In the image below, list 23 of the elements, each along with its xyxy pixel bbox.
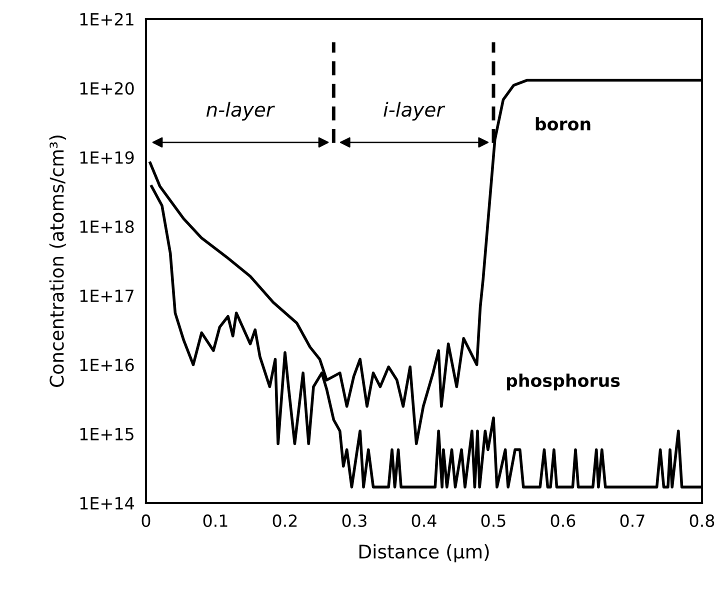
y-tick-label: 1E+21 [80, 12, 134, 26]
series-label: phosphorus [506, 374, 620, 390]
annotation: i-layer [384, 102, 446, 121]
x-tick-label: 0.2 [272, 514, 297, 528]
x-tick-label: 0.1 [203, 514, 228, 528]
text: boron [536, 117, 590, 131]
y-tick-label: 1E+18 [80, 220, 134, 233]
y-tick-label: 1E+16 [80, 358, 134, 372]
annotation: n-layer [206, 102, 275, 121]
y-tick-label: 1E+15 [80, 428, 134, 440]
x-tick-label: 0.3 [342, 514, 366, 528]
x-tick-label: 0 [142, 514, 150, 528]
x-tick-label: 0.7 [620, 514, 644, 528]
y-tick-label: 1E+14 [80, 497, 134, 510]
y-tick-label: 1E+20 [80, 82, 134, 95]
x-tick-label: 0.6 [550, 514, 576, 528]
x-axis-title: Distance (µm) [359, 544, 489, 562]
x-tick-label: 0.8 [690, 514, 714, 528]
x-tick-label: 0.4 [412, 514, 436, 528]
y-tick-label: 1E+19 [80, 151, 134, 164]
x-tick-label: 0.5 [481, 514, 506, 528]
y-axis-title: Concentration (atoms/cm³) [49, 136, 66, 387]
y-tick-label: 1E+17 [80, 290, 134, 302]
